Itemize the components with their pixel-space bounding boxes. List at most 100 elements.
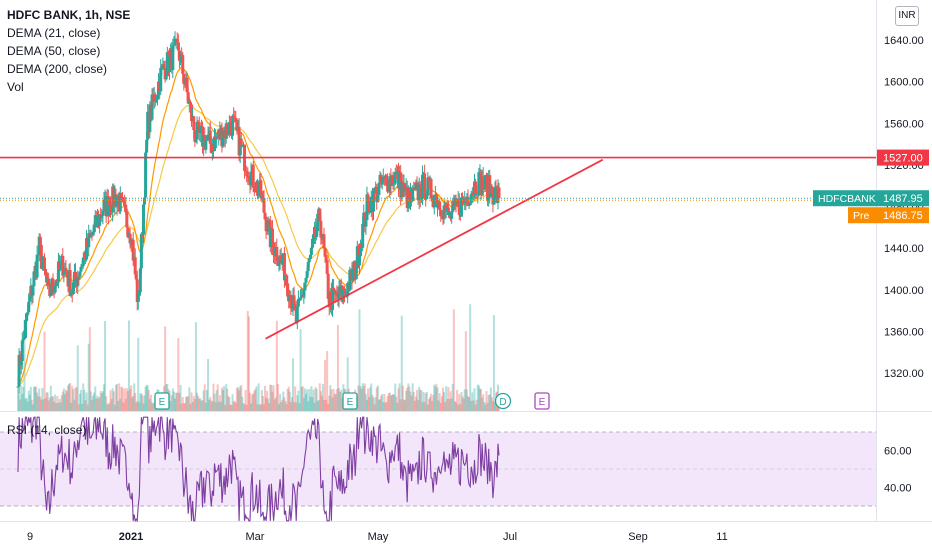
candle-body xyxy=(292,295,296,305)
candle-body xyxy=(235,121,239,132)
volume-bar xyxy=(180,403,183,411)
time-axis[interactable]: 9 2021 Mar May Jul Sep 11 xyxy=(0,522,932,550)
volume-bar xyxy=(302,397,305,411)
candle-body xyxy=(285,276,289,284)
candle-body xyxy=(179,53,183,61)
candle-body xyxy=(361,223,365,248)
volume-bar xyxy=(272,385,275,411)
symbol-badge-label: HDFCBANK xyxy=(818,193,876,205)
currency-button[interactable]: INR xyxy=(895,6,919,26)
volume-label[interactable]: Vol xyxy=(7,80,24,94)
candle-body xyxy=(427,177,431,181)
rsi-legend[interactable]: RSI (14, close) xyxy=(7,423,87,437)
chart-legend: HDFC BANK, 1h, NSE DEMA (21, close) DEMA… xyxy=(7,6,130,96)
candle-body xyxy=(213,136,217,152)
candle-body xyxy=(193,130,197,142)
earnings-marker[interactable] xyxy=(534,392,550,410)
volume-bar xyxy=(241,396,244,411)
volume-bar xyxy=(170,395,173,411)
price-chart[interactable]: 1640.001600.001560.001520.001480.001440.… xyxy=(0,0,932,412)
dema-200-label[interactable]: DEMA (200, close) xyxy=(7,62,108,76)
volume-bar xyxy=(87,343,90,411)
earnings-marker[interactable] xyxy=(342,392,358,410)
rsi-tick-label: 40.00 xyxy=(884,483,912,495)
candle-body xyxy=(154,98,158,102)
volume-bar xyxy=(257,383,260,411)
volume-bar xyxy=(140,393,143,411)
candle-body xyxy=(185,77,189,93)
volume-bar xyxy=(246,311,249,411)
symbol-label[interactable]: HDFC BANK, 1h, NSE xyxy=(7,8,131,22)
volume-bar xyxy=(38,388,41,411)
volume-bar xyxy=(277,403,280,411)
candle-body xyxy=(262,197,266,213)
dema-21-label[interactable]: DEMA (21, close) xyxy=(7,26,101,40)
dema-50-label[interactable]: DEMA (50, close) xyxy=(7,44,101,58)
pre-badge xyxy=(848,207,877,224)
volume-bar xyxy=(69,383,72,411)
volume-bar xyxy=(126,391,129,411)
volume-bar xyxy=(412,391,415,411)
candle-body xyxy=(303,282,307,290)
price-tick-label: 1440.00 xyxy=(884,243,924,255)
volume-bar xyxy=(419,389,422,411)
volume-bar xyxy=(444,401,447,411)
volume-bar xyxy=(94,386,97,411)
candle-body xyxy=(259,180,263,199)
volume-bar xyxy=(93,392,96,411)
rsi-chart[interactable]: 60.00 40.00 xyxy=(0,412,932,522)
candle-body xyxy=(172,44,176,46)
candle-body xyxy=(482,187,486,190)
candle-body xyxy=(466,196,470,206)
volume-bar xyxy=(40,399,43,411)
volume-bar xyxy=(489,387,492,411)
dividend-marker[interactable] xyxy=(494,392,512,410)
volume-bar xyxy=(376,385,379,411)
candle-body xyxy=(490,186,494,193)
volume-bar xyxy=(279,393,282,411)
volume-bar xyxy=(177,338,180,411)
volume-bar xyxy=(372,397,375,411)
candle-body xyxy=(194,139,198,142)
volume-bar xyxy=(46,392,49,411)
candle-body xyxy=(296,298,300,307)
volume-bar xyxy=(396,402,399,411)
candle-body xyxy=(308,254,312,259)
volume-bar xyxy=(468,397,471,411)
candle-body xyxy=(91,232,95,235)
candle-body xyxy=(17,354,21,387)
candle-body xyxy=(381,176,385,183)
volume-bar xyxy=(81,403,84,411)
volume-bar xyxy=(437,400,440,411)
candle-body xyxy=(135,279,139,303)
volume-bar xyxy=(428,396,431,411)
volume-bar xyxy=(244,390,247,411)
volume-bar xyxy=(50,396,53,411)
candle-body xyxy=(51,278,55,290)
volume-bar xyxy=(21,394,24,411)
volume-bar xyxy=(374,397,377,411)
candle-body xyxy=(363,212,367,227)
candle-body xyxy=(297,298,301,300)
volume-bar xyxy=(338,388,341,411)
candle-body xyxy=(27,301,31,313)
candle-body xyxy=(24,319,28,338)
volume-bar xyxy=(282,391,285,411)
volume-bar xyxy=(455,402,458,411)
candle-body xyxy=(42,257,46,270)
volume-bar xyxy=(104,321,107,411)
volume-bar xyxy=(268,403,271,411)
rsi-line xyxy=(17,416,500,522)
volume-bar xyxy=(486,402,489,411)
candle-body xyxy=(137,292,141,296)
volume-bar xyxy=(137,337,140,411)
candle-body xyxy=(61,255,65,276)
volume-bar xyxy=(228,397,231,411)
candle-body xyxy=(411,187,415,201)
volume-bar xyxy=(20,385,23,411)
candle-body xyxy=(123,202,127,205)
volume-bar xyxy=(465,389,468,411)
candle-body xyxy=(439,209,443,217)
earnings-marker[interactable] xyxy=(154,392,170,410)
trendline[interactable] xyxy=(265,158,604,340)
